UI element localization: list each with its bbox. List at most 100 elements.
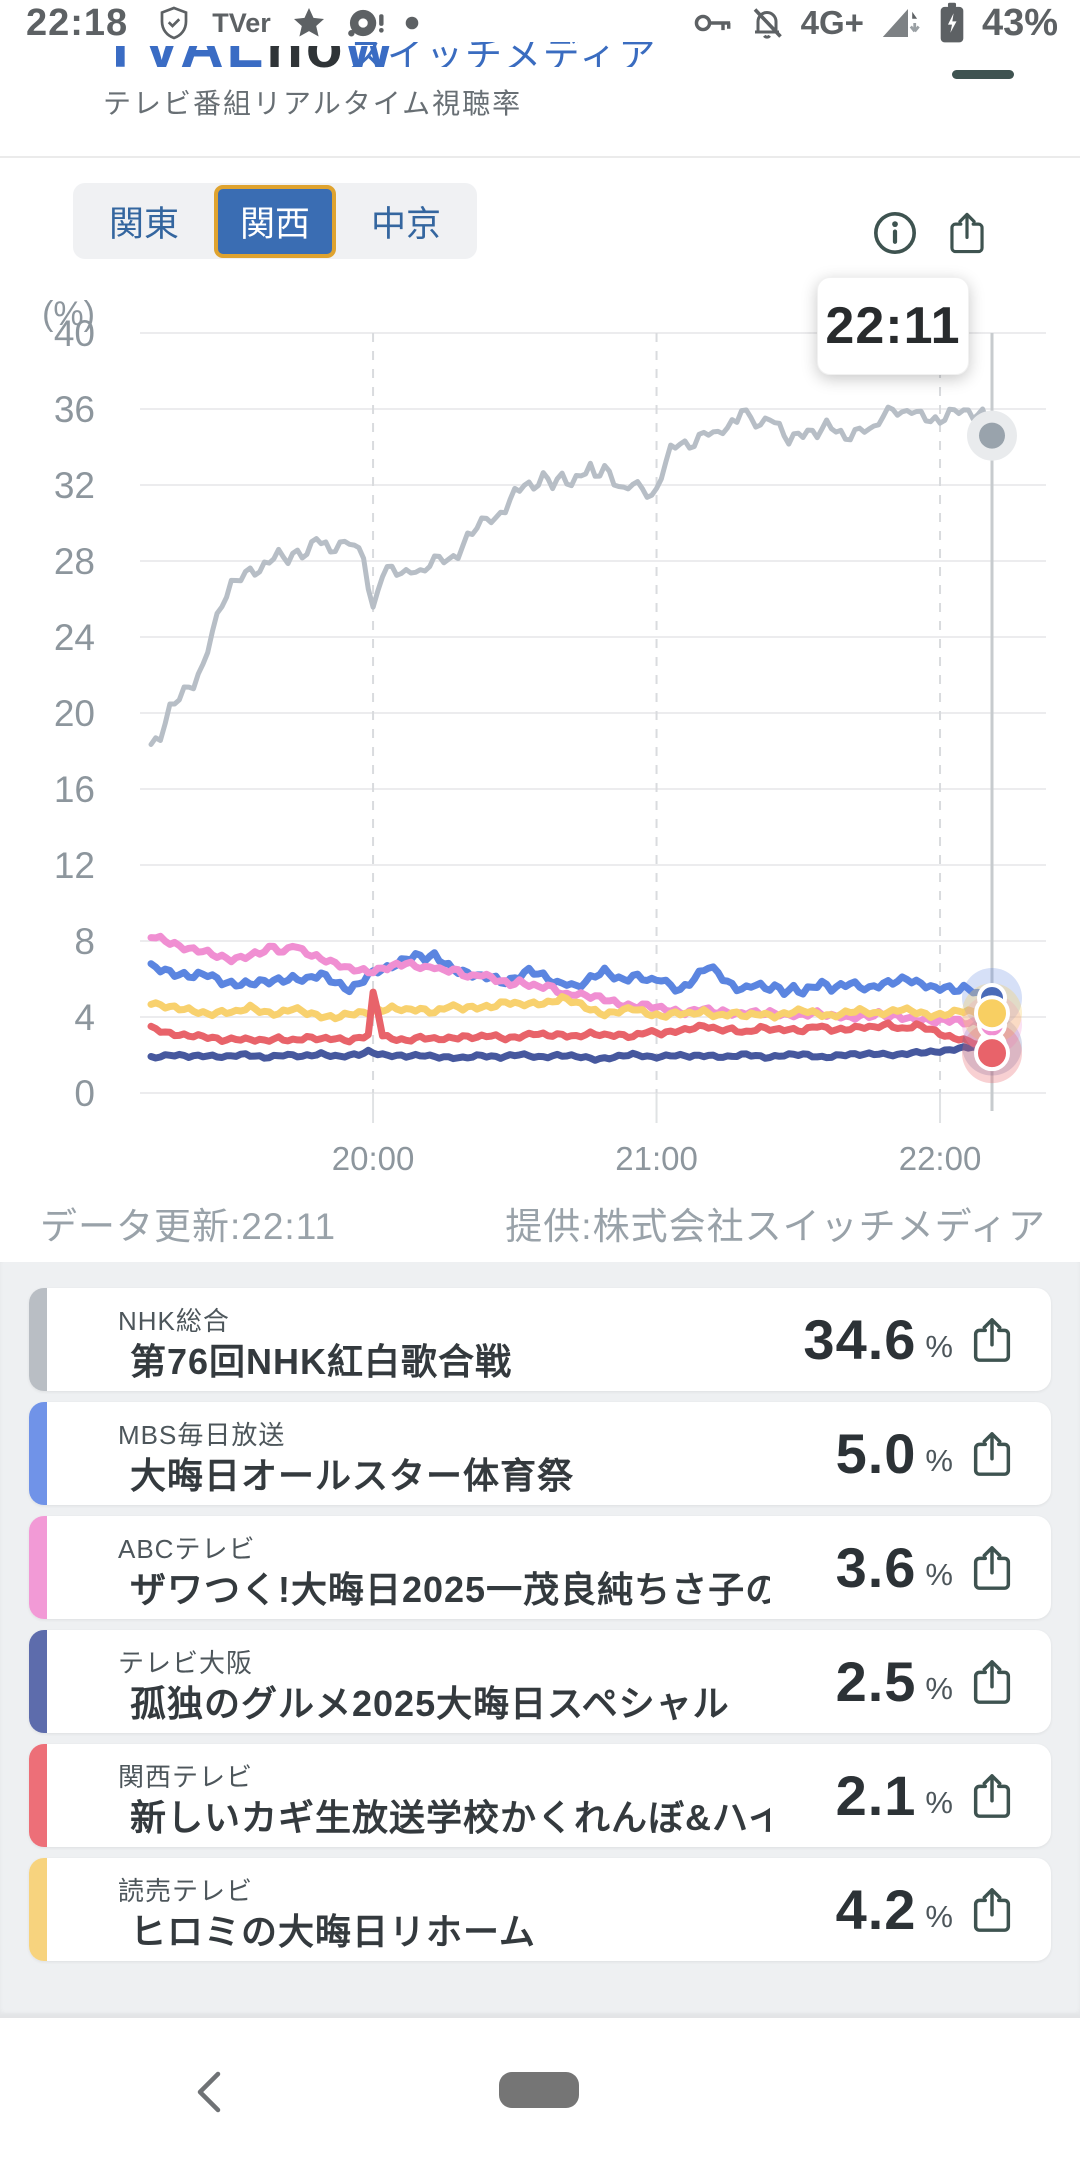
battery-percent-label: 43% — [981, 1, 1058, 44]
y-axis-tick-label: 4 — [74, 997, 95, 1038]
rating-unit: % — [925, 1442, 953, 1478]
rating-unit: % — [925, 1670, 953, 1706]
series-color-bar — [29, 1402, 47, 1505]
endpoint-dot — [974, 1035, 1010, 1072]
tab-chukyo[interactable]: 中京 — [370, 204, 441, 244]
series-color-bar — [29, 1858, 47, 1961]
list-item[interactable]: NHK総合 第76回NHK紅白歌合戦 34.6% — [29, 1288, 1051, 1391]
y-axis-unit-label: (%) — [42, 295, 95, 333]
key-icon — [693, 9, 733, 37]
series-line — [147, 993, 996, 1023]
y-axis-tick-label: 12 — [54, 845, 95, 886]
app-tagline: テレビ番組リアルタイム視聴率 — [103, 88, 523, 119]
series-line — [148, 404, 995, 747]
partner-link[interactable]: スイッチメディア — [348, 42, 658, 67]
program-title: ザワつく!大晦日2025一茂良純ちさ子の会 — [130, 1569, 770, 1610]
y-axis-tick-label: 32 — [54, 465, 95, 506]
tver-icon: TVer — [212, 7, 271, 38]
endpoint-dot — [974, 995, 1010, 1032]
program-title: 新しいカギ生放送学校かくれんぼ&ハイス… — [130, 1797, 770, 1838]
rating-value: 4.2 — [835, 1878, 917, 1941]
clock: 22:18 — [26, 1, 129, 44]
series-color-bar — [29, 1516, 47, 1619]
series-line — [147, 932, 996, 1029]
share-icon[interactable] — [967, 1657, 1017, 1712]
program-title: 大晦日オールスター体育祭 — [130, 1455, 575, 1496]
station-name: 関西テレビ — [118, 1762, 254, 1792]
star-icon — [291, 5, 327, 41]
series-color-bar — [29, 1288, 47, 1391]
list-item[interactable]: 関西テレビ 新しいカギ生放送学校かくれんぼ&ハイス… 2.1% — [29, 1744, 1051, 1847]
share-icon[interactable] — [967, 1429, 1017, 1484]
hamburger-menu-icon[interactable] — [952, 70, 1014, 79]
notification-icon — [347, 4, 385, 42]
rating-unit: % — [925, 1898, 953, 1934]
battery-charging-icon — [938, 2, 966, 44]
signal-icon — [880, 5, 922, 41]
y-axis-tick-label: 16 — [54, 769, 95, 810]
list-item[interactable]: MBS毎日放送 大晦日オールスター体育祭 5.0% — [29, 1402, 1051, 1505]
y-axis-tick-label: 20 — [54, 693, 95, 734]
rating-unit: % — [925, 1556, 953, 1592]
list-item[interactable]: ABCテレビ ザワつく!大晦日2025一茂良純ちさ子の会 3.6% — [29, 1516, 1051, 1619]
station-name: MBS毎日放送 — [118, 1420, 286, 1450]
rating-unit: % — [925, 1328, 953, 1364]
series-line — [147, 1042, 996, 1064]
dot-icon — [405, 16, 419, 30]
rating-value: 2.5 — [835, 1650, 917, 1713]
program-list: NHK総合 第76回NHK紅白歌合戦 34.6% MBS毎日放送 大晦日オールス… — [0, 1262, 1080, 2016]
tab-kansai[interactable]: 関西 — [213, 184, 336, 258]
x-axis-tick-label: 21:00 — [615, 1140, 698, 1177]
program-title: 孤独のグルメ2025大晦日スペシャル — [130, 1683, 730, 1724]
share-icon[interactable] — [967, 1885, 1017, 1940]
cursor-time-tooltip: 22:11 — [817, 277, 969, 375]
home-pill-button[interactable] — [499, 2072, 579, 2108]
list-item[interactable]: テレビ大阪 孤独のグルメ2025大晦日スペシャル 2.5% — [29, 1630, 1051, 1733]
rating-value: 3.6 — [835, 1536, 917, 1599]
logo-part-3: w — [346, 46, 396, 79]
network-type-label: 4G+ — [800, 4, 864, 41]
logo-part-1: TVAL — [102, 46, 266, 79]
station-name: テレビ大阪 — [118, 1648, 254, 1678]
y-axis-tick-label: 28 — [54, 541, 95, 582]
y-axis-tick-label: 36 — [54, 389, 95, 430]
region-tabbar: 関東 関西 中京 — [73, 183, 477, 259]
series-line — [147, 949, 996, 1002]
shield-check-icon — [156, 4, 192, 42]
logo-part-2: no — [266, 46, 345, 79]
series-color-bar — [29, 1630, 47, 1733]
y-axis-tick-label: 40 — [54, 313, 95, 354]
rating-value: 5.0 — [835, 1422, 917, 1485]
series-line — [147, 988, 996, 1057]
rating-value: 2.1 — [835, 1764, 917, 1827]
x-axis-tick-label: 20:00 — [332, 1140, 415, 1177]
rating-unit: % — [925, 1784, 953, 1820]
bell-off-icon — [749, 4, 785, 42]
provider-label: 提供:株式会社スイッチメディア — [505, 1206, 1046, 1247]
station-name: 読売テレビ — [118, 1876, 254, 1906]
program-title: ヒロミの大晦日リホーム — [130, 1911, 536, 1952]
system-navbar — [0, 2016, 1080, 2160]
info-icon[interactable] — [872, 210, 918, 261]
station-name: ABCテレビ — [118, 1534, 256, 1564]
share-icon[interactable] — [967, 1543, 1017, 1598]
y-axis-tick-label: 24 — [54, 617, 95, 658]
data-updated-label: データ更新:22:11 — [40, 1206, 337, 1247]
status-bar: 22:18 TVer 4G+ — [0, 0, 1080, 46]
header-divider — [0, 156, 1080, 158]
list-item[interactable]: 読売テレビ ヒロミの大晦日リホーム 4.2% — [29, 1858, 1051, 1961]
program-title: 第76回NHK紅白歌合戦 — [130, 1341, 513, 1382]
station-name: NHK総合 — [118, 1306, 230, 1336]
tab-kanto[interactable]: 関東 — [109, 204, 180, 244]
series-color-bar — [29, 1744, 47, 1847]
rating-value: 34.6 — [803, 1308, 917, 1371]
share-icon[interactable] — [967, 1771, 1017, 1826]
share-icon[interactable] — [967, 1315, 1017, 1370]
share-icon[interactable] — [944, 210, 990, 261]
y-axis-tick-label: 8 — [74, 921, 95, 962]
app-logo[interactable]: TVALnow — [100, 46, 420, 79]
y-axis-tick-label: 0 — [74, 1073, 95, 1114]
back-button[interactable] — [192, 2070, 224, 2119]
x-axis-tick-label: 22:00 — [899, 1140, 982, 1177]
